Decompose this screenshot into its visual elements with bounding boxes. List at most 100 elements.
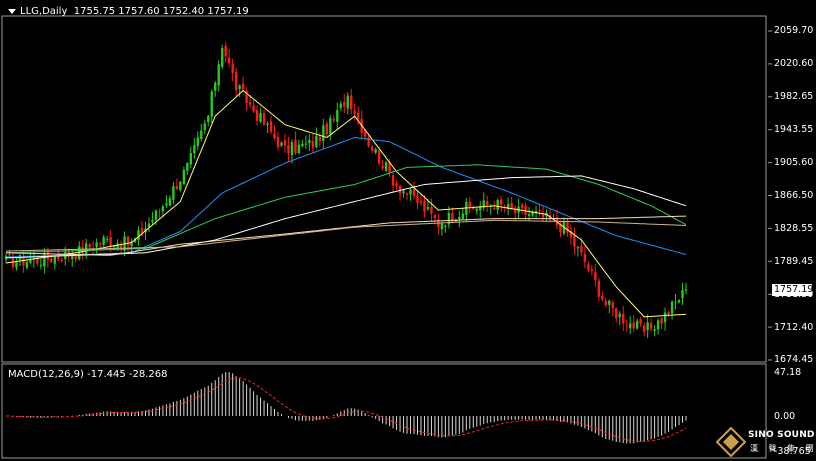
candle-bull — [259, 112, 262, 122]
candle-bear — [126, 236, 130, 246]
candle-bull — [527, 214, 531, 216]
candle-bear — [36, 258, 39, 264]
candle-bull — [308, 139, 311, 143]
candle-bull — [346, 95, 349, 109]
candle-bull — [670, 301, 674, 314]
macd-frame — [1, 363, 767, 459]
candle-bear — [559, 224, 562, 233]
price-axis-label: 1866.50 — [774, 190, 814, 201]
main-chart-header: LLG,Daily 1755.75 1757.60 1752.40 1757.1… — [8, 6, 249, 17]
candle-bear — [98, 243, 102, 245]
macd-axis-label: 47.18 — [774, 367, 802, 378]
candle-bull — [304, 143, 308, 145]
candle-bear — [541, 213, 545, 218]
candle-bear — [395, 183, 398, 187]
candle-bear — [419, 201, 423, 203]
candle-bear — [493, 208, 496, 210]
candle-bull — [374, 149, 377, 153]
candle-bear — [573, 234, 576, 247]
macd-indicator-header: MACD(12,26,9) -17.445 -28.268 — [8, 369, 168, 380]
candle-bear — [241, 84, 245, 90]
logo-diamond-icon — [716, 427, 746, 457]
candle-bull — [168, 198, 172, 206]
candle-bull — [297, 144, 301, 154]
candle-bear — [388, 162, 391, 173]
candle-bear — [391, 175, 395, 186]
candle-bull — [458, 216, 461, 220]
candle-bull — [105, 239, 109, 241]
candle-bear — [283, 140, 287, 146]
candle-bull — [576, 247, 580, 249]
candle-bull — [440, 223, 444, 230]
candle-bull — [43, 252, 46, 267]
candle-bear — [363, 130, 367, 137]
candle-bull — [203, 123, 206, 131]
candle-bull — [189, 153, 193, 165]
candle-bear — [416, 195, 419, 203]
logo-brand-name: SINO SOUND — [748, 430, 815, 440]
candle-bull — [193, 145, 196, 154]
candle-bull — [482, 200, 485, 208]
last-price-marker: 1757.19 — [772, 284, 814, 296]
sino-sound-logo: SINO SOUND 漢 聲 集 團 — [716, 426, 815, 458]
candle-bull — [677, 300, 681, 303]
candle-bear — [245, 90, 248, 103]
candle-bear — [50, 258, 53, 262]
candle-bull — [384, 162, 388, 171]
price-axis-label: 2020.60 — [774, 58, 814, 69]
candle-bear — [625, 325, 628, 327]
main-chart-frame — [1, 15, 767, 363]
candle-bull — [196, 137, 199, 147]
candle-bear — [57, 256, 60, 260]
candle-bear — [405, 193, 409, 195]
candle-bear — [412, 188, 416, 196]
candle-bull — [531, 211, 534, 216]
candle-bear — [398, 186, 402, 194]
moving-average-line — [5, 219, 687, 252]
candle-bear — [597, 280, 601, 297]
candle-bull — [315, 135, 318, 148]
candle-bull — [426, 207, 430, 210]
candle-bull — [116, 243, 119, 249]
candle-bull — [137, 230, 140, 240]
candle-bear — [353, 110, 356, 115]
candle-bear — [594, 272, 597, 281]
candle-bear — [472, 208, 475, 210]
candle-bear — [234, 71, 238, 91]
candle-bull — [25, 262, 29, 268]
candle-bull — [339, 103, 342, 108]
candle-bear — [622, 314, 625, 324]
candle-bull — [681, 289, 684, 299]
price-axis-label: 1828.55 — [774, 223, 814, 234]
candle-bear — [8, 254, 11, 256]
candle-bear — [276, 137, 280, 148]
candle-bear — [468, 201, 471, 208]
candle-bull — [210, 91, 213, 117]
candle-bear — [119, 245, 123, 249]
candle-bull — [29, 260, 32, 263]
candle-bull — [186, 163, 189, 171]
price-axis-label: 1943.55 — [774, 124, 814, 135]
candle-bear — [569, 230, 573, 238]
candle-bear — [158, 211, 161, 213]
candle-bull — [217, 64, 220, 86]
macd-signal-line — [6, 377, 687, 442]
price-axis-label: 1674.45 — [774, 354, 814, 365]
candle-bull — [479, 205, 482, 211]
candle-bear — [343, 102, 346, 107]
candle-bear — [367, 137, 370, 147]
dropdown-caret-icon[interactable] — [8, 8, 16, 14]
candle-bear — [325, 123, 329, 135]
candle-bear — [580, 245, 583, 253]
candle-bear — [423, 200, 426, 212]
price-axis-label: 1905.60 — [774, 157, 814, 168]
candle-bear — [262, 113, 266, 125]
candle-bear — [538, 209, 541, 211]
candle-bear — [486, 201, 489, 205]
candle-bull — [336, 110, 339, 122]
ohlc-values: 1755.75 1757.60 1752.40 1757.19 — [73, 6, 249, 17]
candle-bear — [639, 319, 642, 324]
candle-bear — [377, 150, 381, 164]
